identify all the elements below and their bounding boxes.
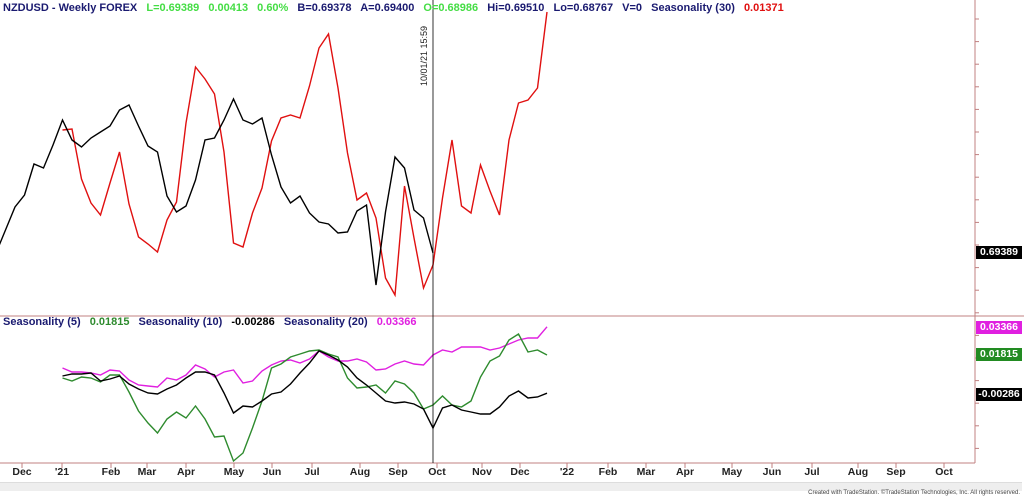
time-axis-label: Dec xyxy=(12,466,32,478)
seasonality10-line xyxy=(62,350,548,430)
s20-label: Seasonality (20) xyxy=(283,316,368,328)
s10-value: -0.00286 xyxy=(231,316,275,328)
time-axis-label: Sep xyxy=(388,466,408,478)
seasonality30-value: 0.01371 xyxy=(743,2,784,14)
cursor-date-label: 10/01/21 15:59 xyxy=(419,25,429,86)
time-axis-label: Feb xyxy=(598,466,618,478)
footer-credit: Created with TradeStation. ©TradeStation… xyxy=(808,490,1020,496)
chart-area[interactable] xyxy=(0,0,1024,482)
time-axis-label: Mar xyxy=(137,466,157,478)
time-axis-label: Apr xyxy=(675,466,695,478)
ask: A=0.69400 xyxy=(360,2,415,14)
symbol-label: NZDUSD - Weekly FOREX xyxy=(3,2,138,14)
seasonality30-line xyxy=(62,11,548,298)
time-axis-label: Jul xyxy=(304,466,320,478)
s20-value: 0.03366 xyxy=(376,316,417,328)
s5-value: 0.01815 xyxy=(89,316,130,328)
time-axis-label: '21 xyxy=(54,466,70,478)
price-line xyxy=(0,97,434,286)
volume: V=0 xyxy=(622,2,643,14)
time-axis-label: Jul xyxy=(804,466,820,478)
price-axis-tag: 0.69389 xyxy=(976,246,1022,259)
seasonality-pane xyxy=(62,326,548,463)
net-change: 0.00413 xyxy=(208,2,249,14)
last-price: L=0.69389 xyxy=(146,2,200,14)
seasonality20-line xyxy=(62,326,548,388)
low: Lo=0.68767 xyxy=(553,2,614,14)
time-axis-label: '22 xyxy=(559,466,575,478)
time-axis-label: Nov xyxy=(472,466,492,478)
time-axis-label: Aug xyxy=(847,466,869,478)
high: Hi=0.69510 xyxy=(487,2,545,14)
time-axis-label: Aug xyxy=(349,466,371,478)
time-axis-label: Jun xyxy=(262,466,282,478)
seasonality-header: Seasonality (5) 0.01815 Seasonality (10)… xyxy=(3,316,422,328)
time-axis-label: Oct xyxy=(935,466,953,478)
open: O=0.68986 xyxy=(423,2,479,14)
time-axis-label: Feb xyxy=(101,466,121,478)
time-axis-label: May xyxy=(223,466,245,478)
s5-label: Seasonality (5) xyxy=(3,316,81,328)
time-axis-label: Jun xyxy=(762,466,782,478)
pct-change: 0.60% xyxy=(257,2,289,14)
s10-label: Seasonality (10) xyxy=(138,316,223,328)
s5-axis-tag: 0.01815 xyxy=(976,348,1022,361)
bid: B=0.69378 xyxy=(297,2,352,14)
time-axis-label: Dec xyxy=(510,466,530,478)
seasonality5-line xyxy=(62,333,548,463)
horizontal-scrollbar[interactable] xyxy=(0,482,1022,491)
time-axis-label: Oct xyxy=(428,466,446,478)
price-header: NZDUSD - Weekly FOREX L=0.69389 0.00413 … xyxy=(3,2,790,14)
time-axis-label: Sep xyxy=(886,466,906,478)
seasonality30-label: Seasonality (30) xyxy=(651,2,735,14)
s10-axis-tag: -0.00286 xyxy=(976,388,1022,401)
s20-axis-tag: 0.03366 xyxy=(976,321,1022,334)
time-axis-label: Mar xyxy=(636,466,656,478)
time-axis-label: Apr xyxy=(176,466,196,478)
price-pane xyxy=(0,11,548,298)
time-axis-label: May xyxy=(721,466,743,478)
